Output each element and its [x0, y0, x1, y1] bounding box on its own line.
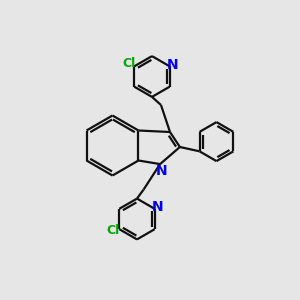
Text: N: N [155, 164, 167, 178]
Text: N: N [152, 200, 164, 214]
Text: N: N [167, 58, 178, 72]
Text: Cl: Cl [122, 57, 136, 70]
Text: Cl: Cl [106, 224, 119, 237]
